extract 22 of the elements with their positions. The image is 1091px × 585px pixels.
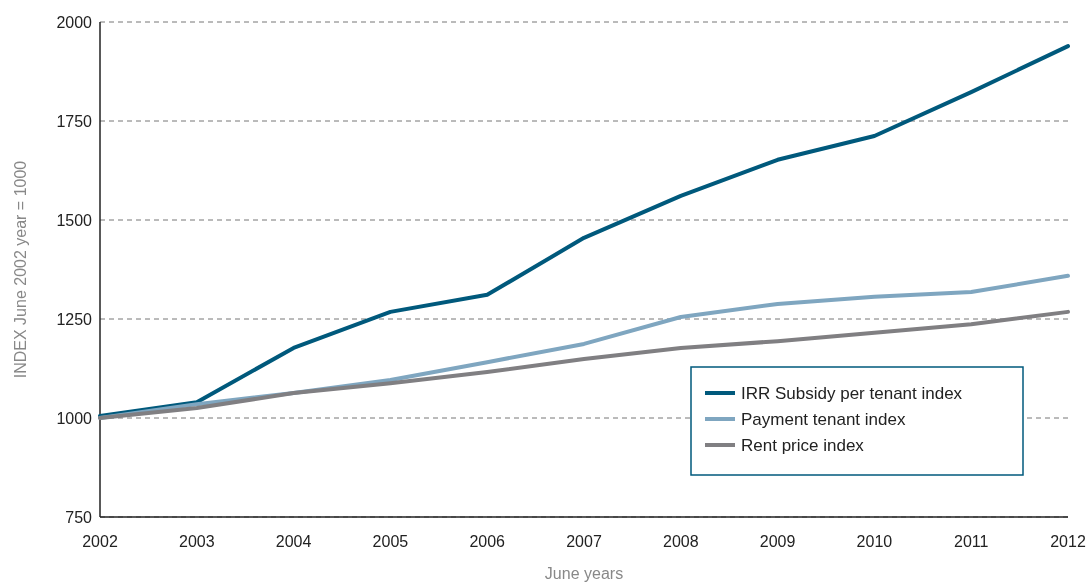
x-tick-label: 2012 — [1050, 533, 1086, 550]
y-tick-label: 2000 — [56, 13, 93, 31]
y-tick-label: 750 — [65, 508, 93, 526]
x-tick-label: 2006 — [469, 533, 506, 550]
x-axis-title: June years — [544, 565, 624, 582]
y-axis-title: INDEX June 2002 year = 1000 — [12, 160, 29, 379]
y-tick-label: 1000 — [56, 409, 93, 427]
legend-label: Payment tenant index — [741, 409, 906, 429]
x-tick-label: 2004 — [275, 533, 312, 550]
x-tick-label: 2011 — [954, 533, 989, 550]
x-tick-label: 2005 — [372, 533, 409, 550]
x-tick-label: 2007 — [566, 533, 602, 550]
y-tick-label: 1750 — [56, 112, 93, 130]
x-tick-label: 2002 — [82, 533, 118, 550]
x-tick-label: 2009 — [759, 533, 796, 550]
x-tick-label: 2010 — [856, 533, 893, 550]
y-tick-label: 1250 — [56, 310, 93, 328]
x-tick-label: 2008 — [663, 533, 699, 550]
x-tick-label: 2003 — [179, 533, 215, 550]
y-tick-label: 1500 — [56, 211, 93, 229]
legend-label: Rent price index — [741, 435, 865, 455]
legend-label: IRR Subsidy per tenant index — [741, 383, 963, 403]
